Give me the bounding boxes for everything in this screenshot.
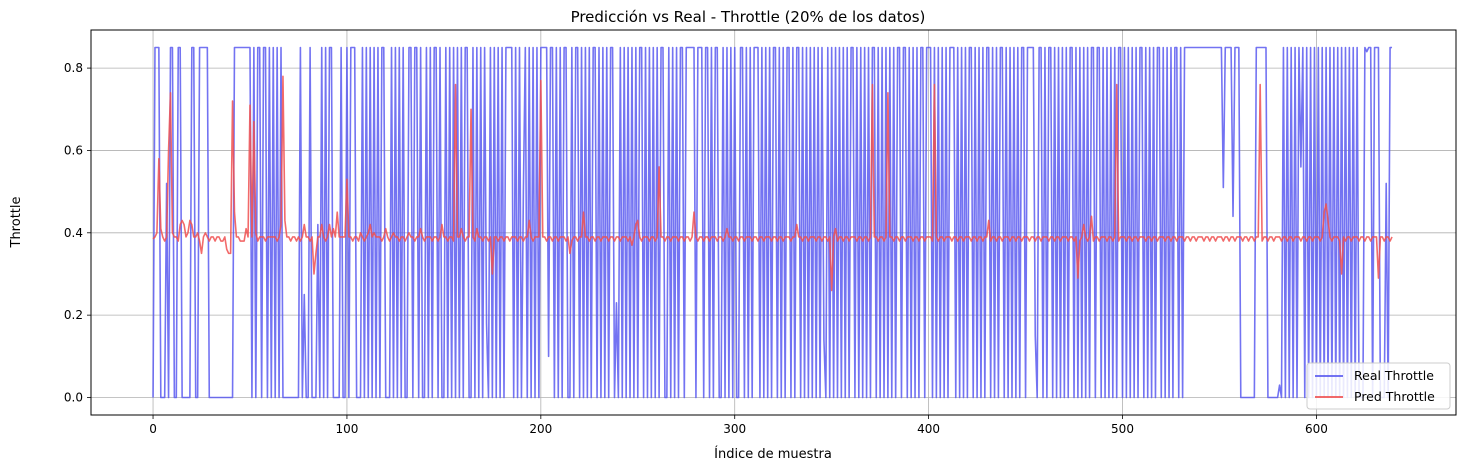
y-tick-label: 0.0 — [64, 391, 83, 405]
y-axis: 0.0 0.2 0.4 0.6 0.8 — [64, 61, 91, 405]
series-line-real-throttle — [152, 46, 1393, 399]
legend-label-pred: Pred Throttle — [1354, 389, 1435, 404]
x-tick-label: 300 — [723, 422, 746, 436]
y-tick-label: 0.6 — [64, 143, 83, 157]
chart-title: Predicción vs Real - Throttle (20% de lo… — [571, 8, 926, 26]
y-tick-label: 0.2 — [64, 308, 83, 322]
x-tick-label: 100 — [335, 422, 358, 436]
series-layer — [152, 46, 1393, 399]
x-axis-title: Índice de muestra — [714, 446, 832, 462]
x-tick-label: 0 — [149, 422, 157, 436]
x-tick-label: 200 — [529, 422, 552, 436]
x-tick-label: 600 — [1305, 422, 1328, 436]
y-axis-title: Throttle — [9, 197, 24, 249]
x-tick-label: 400 — [917, 422, 940, 436]
y-tick-label: 0.4 — [64, 226, 83, 240]
y-tick-label: 0.8 — [64, 61, 83, 75]
legend-label-real: Real Throttle — [1354, 368, 1434, 383]
legend: Real Throttle Pred Throttle — [1306, 362, 1451, 410]
x-axis: 0 100 200 300 400 500 600 — [149, 415, 1328, 436]
plot-frame — [90, 29, 1457, 416]
series-line-pred-throttle — [152, 75, 1393, 292]
x-tick-label: 500 — [1111, 422, 1134, 436]
